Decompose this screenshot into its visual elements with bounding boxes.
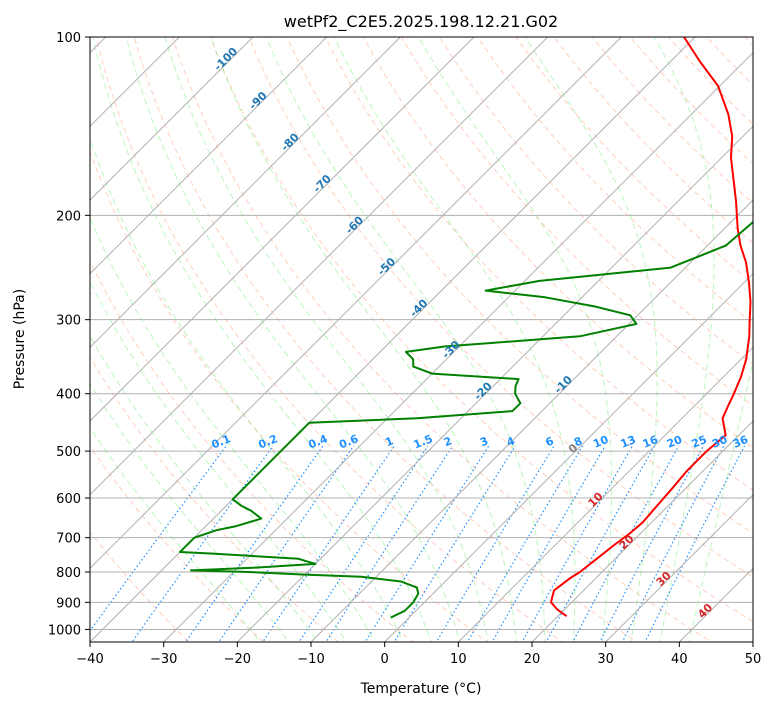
chart-title: wetPf2_C2E5.2025.198.12.21.G02 [284, 12, 558, 32]
dry-adiabat-line [90, 150, 489, 642]
x-tick-label: 10 [450, 652, 467, 667]
isotherm-line [163, 51, 753, 642]
y-tick-label: 300 [56, 314, 81, 329]
y-tick-label: 600 [56, 492, 81, 507]
dry-adiabat-line [400, 37, 753, 407]
mixing-ratio-label: 1 [383, 434, 395, 449]
x-tick-label: 40 [671, 652, 688, 667]
moist-adiabat-line [688, 358, 753, 642]
mixing-ratio-label: 36 [731, 433, 750, 451]
x-tick-label: 20 [524, 652, 541, 667]
y-tick-label: 700 [56, 532, 81, 547]
isotherm-line [384, 272, 753, 642]
dry-adiabat-line [90, 445, 265, 642]
moist-adiabat-line [90, 216, 376, 642]
x-tick-label: 30 [597, 652, 614, 667]
isotherm-line [605, 493, 753, 642]
y-axis-title: Pressure (hPa) [12, 289, 28, 389]
y-tick-label: 500 [56, 445, 81, 460]
y-tick-label: 900 [56, 596, 81, 611]
moist-adiabat-line [164, 37, 489, 642]
moist-adiabat-line [333, 37, 576, 642]
mixing-ratio-line [262, 445, 395, 642]
mixing-ratio-label: 16 [641, 433, 660, 451]
isotherm-line [90, 37, 549, 496]
moist-adiabat-line [90, 136, 404, 642]
dry-adiabat-line [209, 37, 753, 623]
isotherm-line [90, 37, 623, 570]
mixing-ratio-line [644, 445, 746, 642]
isotherm-line [236, 125, 753, 642]
moist-adiabat-line [90, 426, 261, 642]
moist-adiabat-line [125, 37, 461, 642]
y-tick-label: 1000 [48, 623, 81, 638]
plot-frame [89, 36, 754, 643]
x-tick-label: −30 [150, 652, 177, 667]
isotherm-line [90, 37, 181, 128]
moist-adiabat-line [265, 37, 546, 642]
mixing-ratio-label: 13 [619, 433, 638, 451]
x-tick-label: −10 [297, 652, 324, 667]
moist-adiabat-line [653, 37, 715, 642]
y-tick-label: 200 [56, 209, 81, 224]
dry-adiabat-line [171, 37, 713, 642]
dry-adiabat-line [95, 37, 564, 642]
isotherm-line [531, 420, 753, 642]
y-tick-label: 100 [56, 31, 81, 46]
mixing-ratio-line [218, 445, 355, 642]
mixing-ratio-label: 30 [710, 433, 729, 451]
mixing-ratio-label: 10 [591, 433, 610, 451]
isotherm-line [90, 37, 254, 201]
dry-adiabat-line [477, 37, 753, 325]
moist-adiabat-line [210, 37, 518, 642]
mixing-ratio-label: 2 [442, 434, 454, 449]
dry-adiabat-line [90, 259, 414, 642]
mixing-ratio-label: 8 [572, 434, 584, 449]
y-tick-label: 400 [56, 388, 81, 403]
moist-adiabat-line [90, 280, 347, 642]
dry-adiabat-line [133, 37, 638, 642]
dewpoint-profile-line [179, 220, 753, 619]
moist-adiabat-line [418, 37, 613, 642]
mixing-ratio-label: 20 [665, 433, 684, 451]
mixing-ratio-label: 3 [478, 434, 490, 449]
isotherm-line [90, 37, 402, 349]
x-tick-label: 50 [745, 652, 762, 667]
dry-adiabat-line [248, 37, 753, 578]
temperature-profile-line [550, 37, 752, 618]
isotherm-line [90, 37, 475, 422]
x-tick-label: 0 [381, 652, 389, 667]
x-axis-title: Temperature (°C) [360, 681, 482, 697]
isotherm-line [457, 346, 753, 642]
x-tick-label: −20 [224, 652, 251, 667]
y-tick-label: 800 [56, 566, 81, 581]
mixing-ratio-label: 25 [690, 433, 709, 451]
moist-adiabat-line [90, 334, 319, 642]
x-tick-label: −40 [76, 652, 103, 667]
moist-adiabat-line [92, 37, 432, 642]
isotherm-line [90, 37, 328, 275]
